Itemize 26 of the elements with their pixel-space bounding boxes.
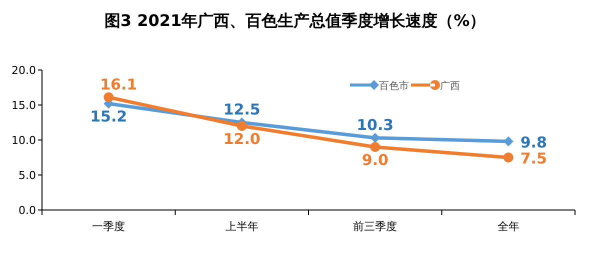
- x-tick-label: 一季度: [92, 220, 126, 233]
- legend-label: 广西: [440, 80, 460, 92]
- y-tick-label: 15.0: [12, 99, 36, 112]
- data-label: 12.5: [223, 100, 260, 118]
- point: [503, 152, 514, 162]
- data-label: 15.2: [90, 108, 128, 126]
- data-label: 7.5: [520, 150, 547, 168]
- data-label: 16.1: [100, 75, 138, 94]
- data-label: 9.0: [362, 151, 388, 169]
- y-tick-label: 5.0: [18, 169, 36, 182]
- y-tick-label: 0.0: [18, 204, 36, 217]
- y-tick-label: 10.0: [12, 134, 36, 147]
- data-label: 12.0: [223, 130, 260, 148]
- legend-label: 百色市: [379, 80, 409, 92]
- data-label: 10.3: [356, 116, 394, 134]
- point: [370, 142, 380, 152]
- x-tick-label: 全年: [497, 220, 520, 233]
- data-label: 9.8: [520, 133, 547, 152]
- legend: 百色市 广西: [350, 80, 460, 92]
- chart-title: 图3 2021年广西、百色生产总值季度增长速度（%）: [104, 11, 486, 30]
- x-tick-label: 前三季度: [353, 220, 398, 233]
- point: [104, 92, 114, 102]
- point: [236, 121, 247, 131]
- point: [370, 132, 380, 143]
- y-tick-label: 20.0: [12, 64, 36, 77]
- x-tick-label: 上半年: [225, 220, 258, 233]
